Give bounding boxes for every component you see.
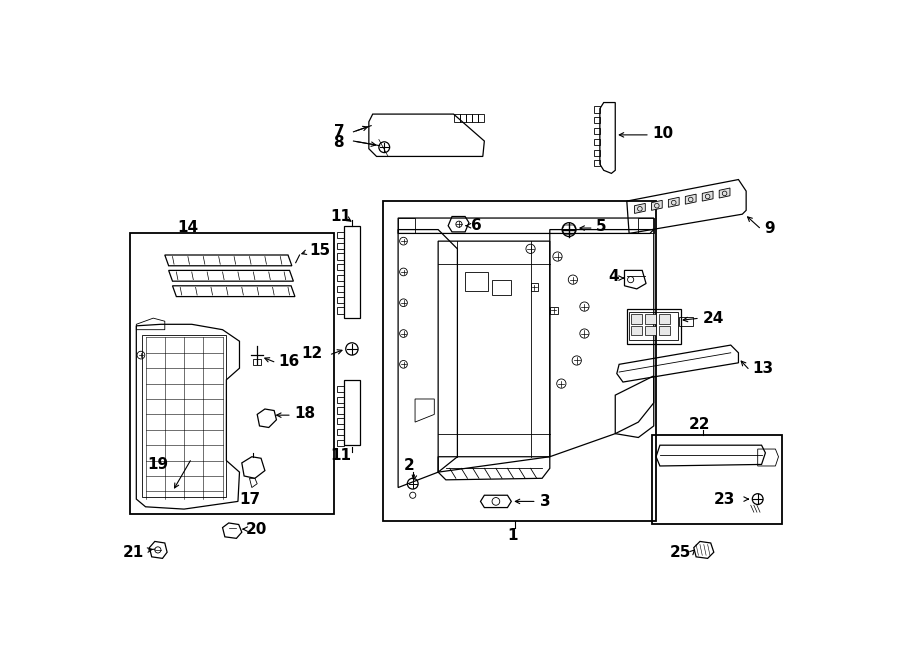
Text: 21: 21 [122,545,144,559]
Bar [254,359,261,365]
Bar [626,309,680,344]
Text: 17: 17 [238,492,260,506]
Polygon shape [702,191,713,201]
Polygon shape [685,194,696,204]
Text: 7: 7 [334,124,344,139]
Text: 8: 8 [333,135,344,150]
Polygon shape [652,201,662,211]
Bar [680,316,693,326]
Bar [492,279,511,295]
Text: 1: 1 [507,528,517,543]
Text: 5: 5 [596,219,607,234]
Text: 6: 6 [472,218,482,233]
Bar [632,326,643,335]
Bar [142,335,226,496]
Bar [629,312,679,340]
Bar [530,283,538,291]
Text: 12: 12 [302,346,322,361]
Text: 11: 11 [330,448,352,463]
Text: 9: 9 [764,220,775,236]
Polygon shape [634,203,645,213]
Bar [382,201,656,520]
Polygon shape [669,197,680,207]
Text: 15: 15 [310,243,330,258]
Text: 19: 19 [148,457,168,472]
Bar [659,326,670,335]
Text: 22: 22 [689,417,711,432]
Text: 13: 13 [752,361,773,377]
Bar [659,314,670,324]
Bar [550,307,557,314]
Text: 10: 10 [652,126,673,141]
Text: 16: 16 [279,354,300,369]
Bar [652,435,781,524]
Text: 20: 20 [246,522,267,537]
Polygon shape [719,188,730,198]
Text: 11: 11 [330,209,352,224]
Text: 18: 18 [294,406,315,421]
Text: 25: 25 [670,545,690,559]
Bar [130,234,334,514]
Bar [645,326,656,335]
Bar [465,272,488,291]
Text: 4: 4 [608,269,619,284]
Text: 24: 24 [702,310,724,326]
Text: 14: 14 [177,220,199,235]
Text: 23: 23 [714,492,735,506]
Bar [632,314,643,324]
Text: 2: 2 [403,459,414,473]
Text: 3: 3 [540,494,551,509]
Bar [645,314,656,324]
